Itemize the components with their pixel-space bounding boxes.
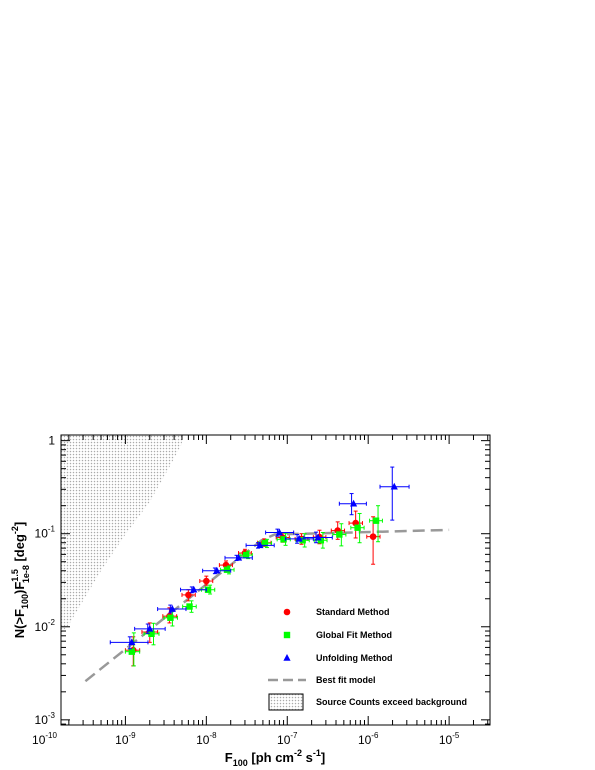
data-point [128,638,136,646]
y-axis-label-sup2: -2 [10,526,20,534]
legend-marker-square [283,631,291,639]
legend-label: Source Counts exceed background [316,697,467,707]
data-point [280,536,287,543]
legend-label: Standard Method [316,607,390,617]
data-point [261,540,269,547]
background-region-layer [61,435,184,633]
data-point [372,517,380,524]
data-point [295,534,303,542]
data-series-layer [109,466,410,667]
legend-marker-box [268,693,304,711]
data-point [256,541,264,549]
data-point [190,585,198,593]
x-axis-label-sub: 100 [233,758,248,768]
x-tick-label: 10-8 [196,731,217,747]
data-point [349,499,358,507]
y-tick-label: 10-3 [35,711,56,727]
best-fit-model-layer [84,528,450,683]
y-tick-label: 10-2 [35,618,56,634]
y-axis-label-p2: )F [12,582,27,594]
x-tick-label: 10-5 [439,731,460,747]
y-axis-label-p3: [deg [12,534,27,565]
x-axis-label-main: F [225,750,233,765]
background-region [61,435,184,633]
x-axis-label-sup1: -2 [294,748,302,758]
best-fit-model-line [84,528,450,683]
x-tick-label: 10-10 [32,731,57,747]
data-point [234,553,243,561]
x-axis-label-rest2: s [302,750,313,765]
plot-frame [60,434,491,726]
legend-marker-circle [283,608,291,616]
data-point [128,648,136,655]
y-tick-label: 1 [48,434,55,448]
x-tick-label: 10-7 [277,731,298,747]
x-tick-label: 10-6 [358,731,379,747]
data-point [354,524,361,531]
axis-ticks: 10-10 10-9 10-8 10-7 10-6 10-5 10-3 10-2 10-1 1 [32,434,490,747]
y-axis-label-sub2: 1e-8 [21,565,31,583]
data-point [204,586,212,593]
y-axis-label-p1: N(>F [12,609,27,638]
data-point [148,630,155,638]
data-point [213,566,221,574]
data-point [314,533,322,541]
y-axis-label: N(>F100)F1.51e-8 [deg-2] [10,522,31,639]
y-axis-label-p4: ] [12,522,27,526]
x-axis-label-rest1: [ph cm [248,750,294,765]
data-point [242,551,250,559]
legend-label: Global Fit Method [316,630,392,640]
data-point [299,537,306,544]
data-point [223,566,231,573]
series-triangle [109,466,410,650]
legend-label: Unfolding Method [316,653,392,663]
legend-label: Best fit model [316,675,376,685]
data-point [369,533,377,540]
y-tick-label: 10-1 [35,525,56,541]
data-point [275,528,284,536]
data-point [203,577,210,585]
series-square [124,505,383,667]
legend-marker-triangle [283,654,291,661]
legend: Standard Method Global Fit Method Unfoldin… [268,607,467,711]
y-axis-label-sup: 1.5 [10,569,20,582]
x-axis-label-sup2: -1 [313,748,321,758]
data-point [168,605,176,612]
x-axis-label-rest3: ] [321,750,325,765]
x-axis-label: F100 [ph cm-2 s-1] [225,748,325,768]
data-point [390,482,398,490]
data-point [336,531,343,538]
data-point [186,603,193,610]
x-tick-label: 10-9 [115,731,136,747]
data-point [167,614,174,621]
y-axis-label-sub1: 100 [20,594,30,609]
data-point [146,624,154,632]
